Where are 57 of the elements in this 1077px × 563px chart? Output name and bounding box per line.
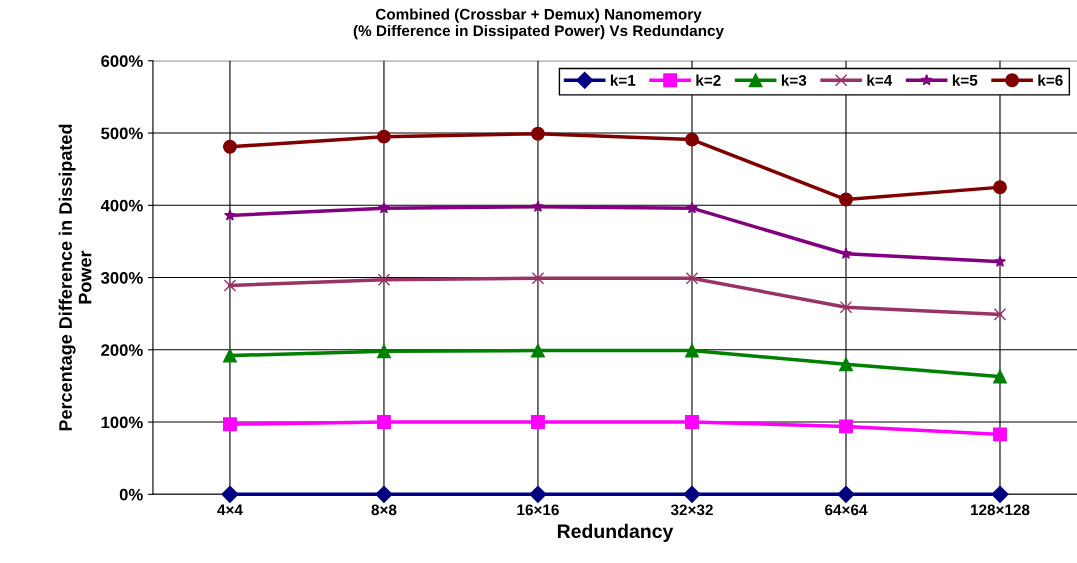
point <box>685 415 699 430</box>
point <box>994 255 1006 267</box>
point <box>377 129 391 144</box>
point <box>531 200 544 212</box>
point <box>222 139 237 154</box>
x-axis-title: Redundancy <box>557 523 674 542</box>
point <box>839 192 853 207</box>
y-tick-label: 500% <box>101 127 143 140</box>
point <box>223 209 236 221</box>
point <box>685 201 698 214</box>
point <box>839 357 853 372</box>
x-tick-label: 128×128 <box>971 504 1030 516</box>
y-tick-label: 200% <box>101 344 143 357</box>
x-tick-label: 16×16 <box>517 504 559 516</box>
y-axis-title: Percentage Difference in Dissipated Power <box>58 124 92 431</box>
x-tick-label: 4×4 <box>217 504 243 516</box>
legend-label: k=3 <box>781 74 807 86</box>
point <box>531 415 545 430</box>
y-tick-label: 300% <box>100 271 143 284</box>
point <box>531 343 545 358</box>
legend-label: k=2 <box>696 74 721 86</box>
point <box>993 180 1007 195</box>
point <box>222 348 237 363</box>
point <box>993 427 1007 442</box>
chart-title: Combined (Crossbar + Demux) Nanomemory (% Difference in Dissipated Power) Vs Redundancy <box>353 8 724 40</box>
point <box>991 485 1009 503</box>
legend-label: k=5 <box>952 74 978 86</box>
point <box>531 126 545 141</box>
x-tick-label: 32×32 <box>670 504 713 516</box>
point <box>683 485 701 503</box>
point <box>222 417 237 432</box>
legend-label: k=4 <box>867 74 893 86</box>
point <box>531 272 545 285</box>
point <box>529 485 547 503</box>
point <box>993 369 1007 384</box>
legend-label: k=1 <box>610 74 636 86</box>
x-tick-label: 8×8 <box>371 504 397 516</box>
y-tick-label: 0% <box>119 488 143 501</box>
y-tick-label: 100% <box>101 416 143 429</box>
point <box>839 300 853 314</box>
legend-label: k=6 <box>1038 74 1063 86</box>
point <box>685 343 699 358</box>
point <box>223 279 237 292</box>
point <box>377 415 391 430</box>
y-tick-label: 600% <box>101 55 143 68</box>
point <box>839 419 853 434</box>
point <box>685 272 699 285</box>
point <box>221 485 239 503</box>
point <box>685 132 699 147</box>
point <box>993 308 1007 321</box>
point <box>375 485 393 503</box>
point <box>377 201 390 214</box>
point <box>837 485 855 503</box>
y-tick-label: 400% <box>100 199 143 212</box>
point <box>377 273 391 286</box>
x-tick-label: 64×64 <box>825 504 868 516</box>
point <box>377 344 391 359</box>
